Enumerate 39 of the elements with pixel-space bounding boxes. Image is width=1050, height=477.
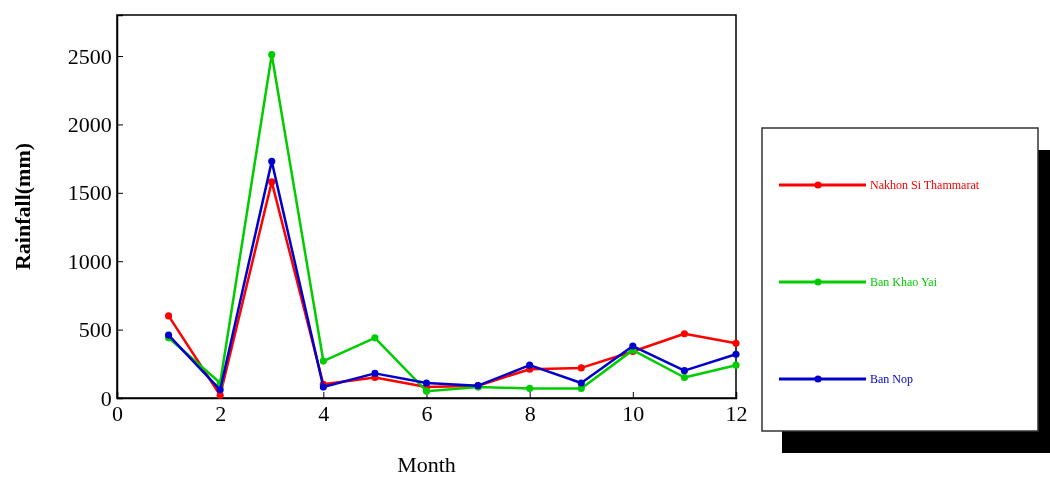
text: Ban Nop bbox=[870, 372, 913, 386]
point bbox=[268, 178, 276, 186]
point bbox=[577, 384, 585, 392]
point bbox=[680, 373, 688, 382]
x-tick-label: 6 bbox=[421, 400, 433, 426]
x-tick-label: 2 bbox=[215, 400, 227, 426]
point bbox=[732, 361, 740, 369]
point bbox=[165, 312, 173, 320]
point bbox=[526, 384, 534, 392]
point bbox=[422, 387, 431, 395]
point bbox=[268, 51, 276, 59]
y-tick-label: 500 bbox=[78, 317, 112, 343]
x-tick-label: 10 bbox=[622, 400, 645, 426]
point bbox=[629, 342, 637, 350]
point bbox=[371, 334, 379, 342]
y-tick-label: 1500 bbox=[67, 180, 112, 206]
text: Nakhon Si Thammarat bbox=[870, 178, 980, 192]
point bbox=[577, 379, 585, 387]
x-tick-label: 12 bbox=[725, 400, 748, 426]
point bbox=[732, 350, 740, 358]
point bbox=[216, 386, 224, 394]
x-axis-title: Month bbox=[397, 452, 456, 477]
point bbox=[422, 379, 431, 387]
x-tick-label: 8 bbox=[524, 400, 536, 426]
point bbox=[577, 364, 585, 372]
y-tick-label: 2000 bbox=[67, 111, 112, 137]
point bbox=[319, 357, 327, 365]
point bbox=[732, 339, 740, 347]
point bbox=[371, 369, 379, 377]
point bbox=[268, 157, 276, 165]
point bbox=[680, 367, 688, 375]
x-tick-label: 4 bbox=[318, 400, 330, 426]
point bbox=[216, 391, 224, 399]
point bbox=[680, 330, 688, 338]
y-axis-title: Rainfall(mm) bbox=[10, 142, 35, 271]
y-tick-label: 2500 bbox=[67, 43, 112, 69]
text: Ban Khao Yai bbox=[870, 275, 938, 289]
y-tick-label: 1000 bbox=[67, 248, 112, 274]
point bbox=[526, 361, 534, 369]
